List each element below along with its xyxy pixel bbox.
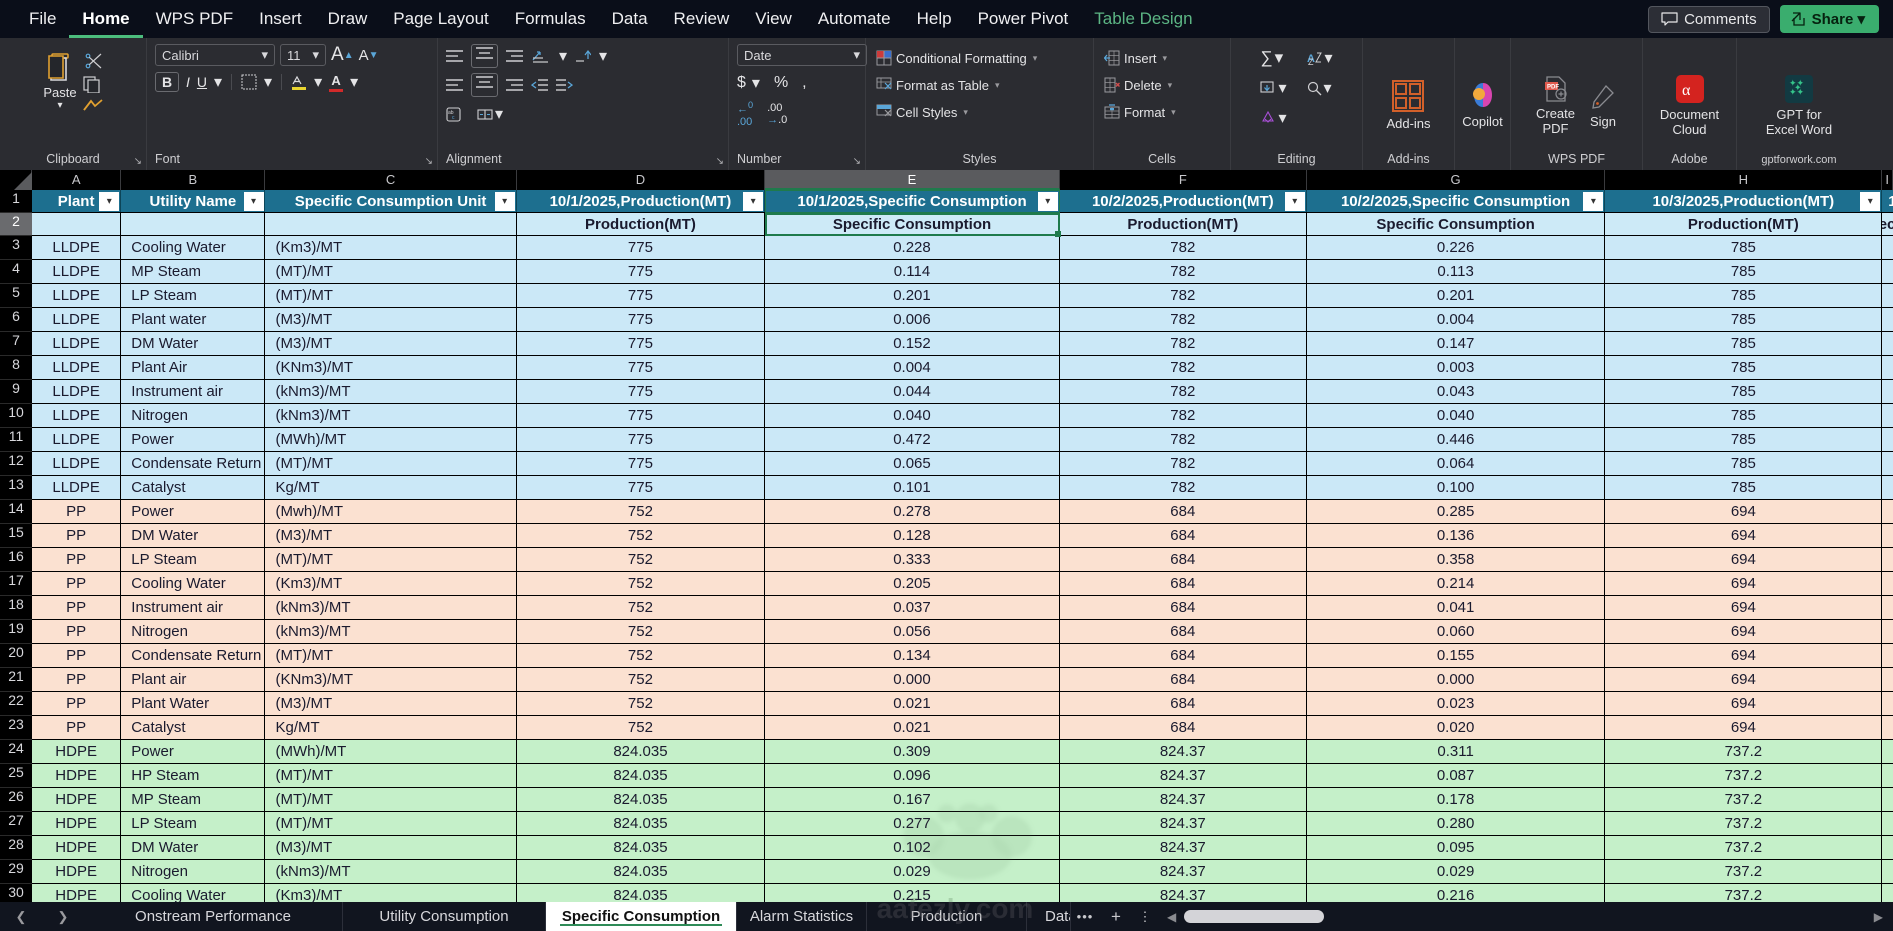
svg-text:Z: Z: [1308, 57, 1314, 65]
svg-text:✦: ✦: [1794, 82, 1802, 92]
svg-text:c: c: [452, 115, 455, 121]
svg-text:α: α: [1682, 82, 1691, 99]
svg-text:PDF: PDF: [1547, 85, 1559, 91]
